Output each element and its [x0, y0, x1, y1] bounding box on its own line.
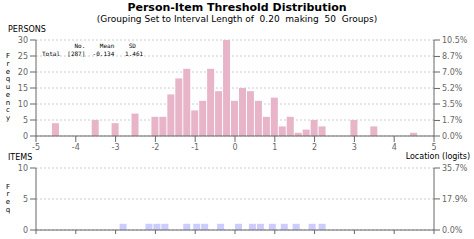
svg-text:3.5%: 3.5% — [442, 100, 463, 109]
svg-text:5: 5 — [23, 195, 28, 204]
svg-text:0.0%: 0.0% — [442, 132, 463, 141]
svg-text:10: 10 — [18, 164, 28, 173]
svg-text:2: 2 — [312, 143, 317, 152]
svg-text:-1: -1 — [191, 143, 199, 152]
svg-text:-4: -4 — [72, 143, 80, 152]
svg-text:15: 15 — [18, 84, 28, 93]
svg-text:17.9%: 17.9% — [442, 195, 466, 204]
html-text:No. Mean SD Total [287] -0.134: No. Mean SD Total [287] -0.134 1.461 — [42, 42, 144, 57]
svg-text:20: 20 — [18, 68, 28, 77]
svg-text:-2: -2 — [151, 143, 159, 152]
svg-text:-5: -5 — [32, 143, 40, 152]
html-text:F r e q: F r e q — [5, 182, 11, 214]
svg-text:30: 30 — [18, 36, 28, 45]
html-text:(Grouping Set to Interval Leng: (Grouping Set to Interval Length of 0.20… — [96, 14, 378, 24]
svg-text:5: 5 — [23, 116, 28, 125]
svg-text:4: 4 — [392, 143, 397, 152]
svg-text:1.7%: 1.7% — [442, 116, 463, 125]
svg-text:3: 3 — [352, 143, 357, 152]
svg-text:35.7%: 35.7% — [442, 164, 466, 173]
svg-text:0: 0 — [232, 143, 237, 152]
svg-text:10: 10 — [18, 100, 28, 109]
svg-text:0: 0 — [23, 226, 28, 234]
svg-text:-3: -3 — [112, 143, 120, 152]
html-text:Location (logits): Location (logits) — [405, 152, 470, 161]
html-text:PERSONS: PERSONS — [8, 25, 46, 34]
svg-text:8.7%: 8.7% — [442, 52, 463, 61]
svg-text:0: 0 — [23, 132, 28, 141]
svg-text:25: 25 — [18, 52, 28, 61]
html-text:F r e q u e n c y: F r e q u e n c y — [5, 52, 11, 122]
svg-text:7.0%: 7.0% — [442, 68, 463, 77]
html-text:Person-Item Threshold Distribu: Person-Item Threshold Distribution — [127, 1, 347, 14]
html-text:ITEMS: ITEMS — [8, 153, 33, 162]
svg-text:10.5%: 10.5% — [442, 36, 466, 45]
svg-text:1: 1 — [272, 143, 277, 152]
svg-text:0.0%: 0.0% — [442, 226, 463, 234]
svg-text:5: 5 — [431, 143, 436, 152]
svg-text:5.2%: 5.2% — [442, 84, 463, 93]
